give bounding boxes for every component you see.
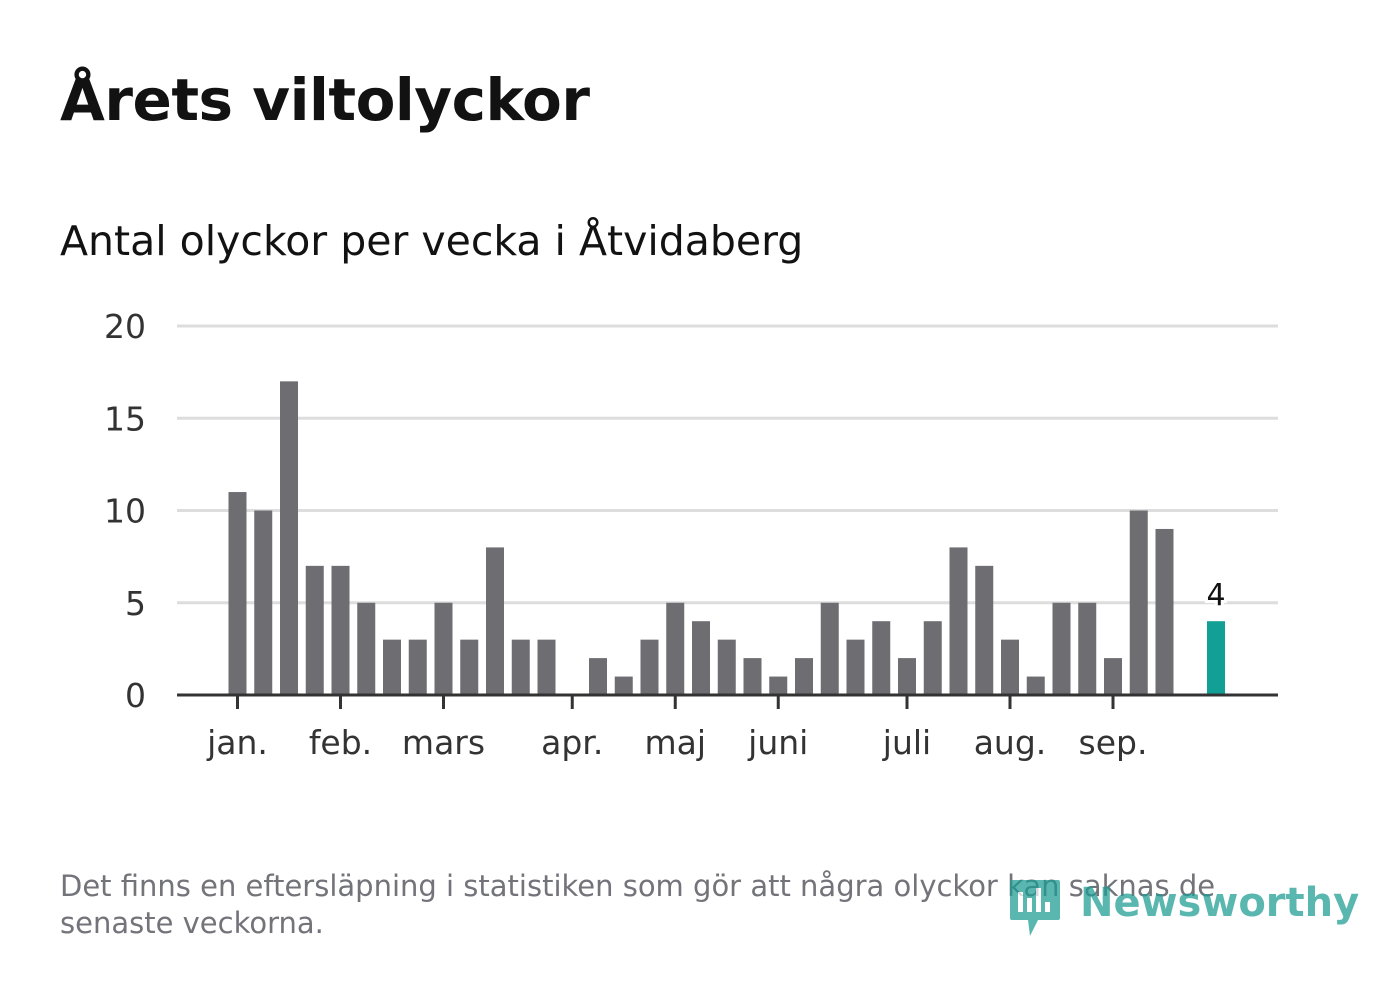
bar [1129,510,1148,695]
bar [795,658,813,695]
x-tick-label: maj [644,723,706,762]
y-tick-label: 5 [125,584,146,623]
x-tick-label: sep. [1079,723,1148,762]
bar [357,602,376,695]
x-tick-label: juli [882,723,931,762]
bar [511,639,530,695]
x-tick-label: jan. [206,723,268,762]
bar [975,565,994,695]
y-tick-label: 15 [104,399,146,438]
x-tick-label: feb. [309,723,372,762]
bar [486,547,504,695]
x-tick-label: apr. [541,723,603,762]
chart-title: Årets viltolyckor [60,66,590,134]
bar [717,639,736,695]
bar [1026,676,1045,695]
bar [769,676,788,695]
bar [589,658,607,695]
bar [383,639,401,695]
bar [949,547,968,695]
bar [305,565,324,695]
bar [434,602,453,695]
y-tick-label: 20 [104,307,146,346]
x-tick-label: aug. [974,723,1047,762]
bar [923,621,942,695]
bar [614,676,633,695]
bar [1078,602,1097,695]
newsworthy-logo-icon [1010,880,1060,936]
chart-subtitle: Antal olyckor per vecka i Åtvidaberg [60,217,804,265]
bar [666,602,685,695]
grid-lines [177,324,1278,605]
bars: 4 [228,381,1229,695]
newsworthy-logo-text: Newsworthy [1080,880,1360,926]
y-tick-label: 10 [104,492,146,531]
bar [872,621,891,695]
bar-value-label: 4 [1206,578,1225,613]
bar [846,639,865,695]
bar [640,639,659,695]
x-axis-ticks: jan. feb. mars apr. maj juni juli aug. sep. [206,695,1147,762]
bar [898,658,916,695]
x-tick-label: juni [747,723,808,762]
newsworthy-logo[interactable]: Newsworthy [1008,872,1359,942]
y-tick-label: 0 [125,676,146,715]
bar-highlight [1207,621,1225,695]
bar [537,639,556,695]
bar [331,565,350,695]
x-tick-label: mars [402,723,485,762]
bar [1052,602,1071,695]
bar [1001,639,1019,695]
y-axis-ticks: 0 5 10 15 20 [104,307,146,715]
bar [408,639,427,695]
bar [743,658,762,695]
bar [1155,528,1174,695]
bar [692,621,710,695]
bar [460,639,479,695]
bar [228,492,247,695]
bar [1104,658,1122,695]
bar [820,602,839,695]
bar [280,381,298,695]
bar [254,510,273,695]
